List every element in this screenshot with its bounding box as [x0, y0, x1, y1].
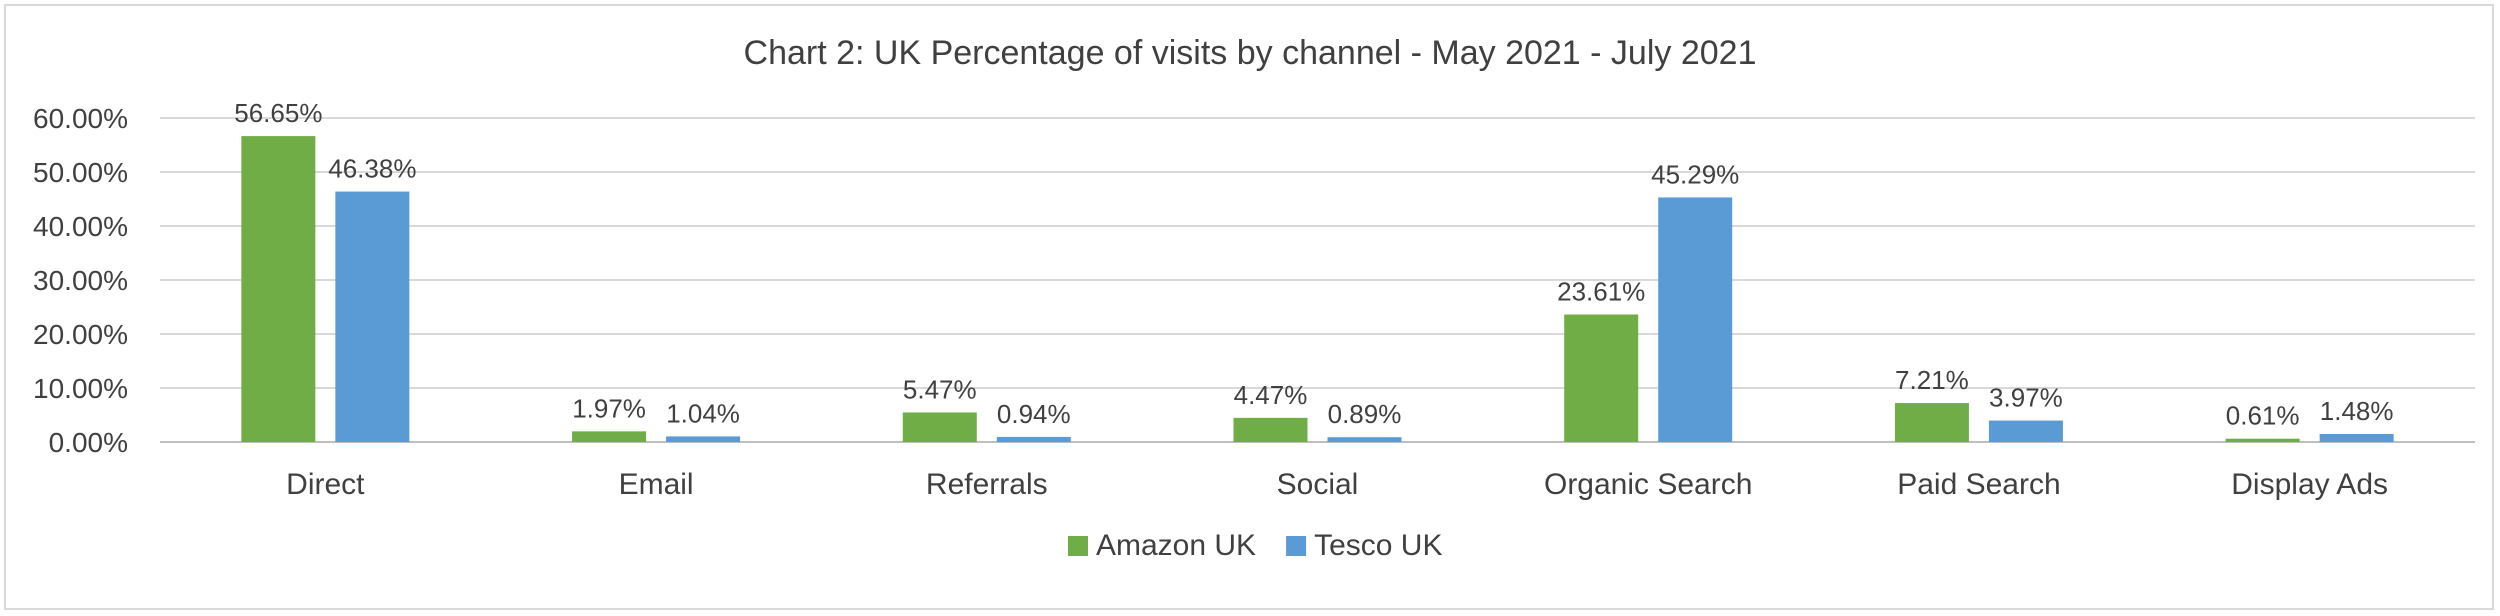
data-label: 4.47% — [1234, 380, 1308, 410]
bars — [241, 136, 2394, 442]
bar-series-2 — [1658, 197, 1733, 442]
bar-series-1 — [1564, 314, 1639, 442]
y-tick-label: 0.00% — [49, 427, 128, 458]
bar-series-1 — [572, 431, 647, 442]
y-tick-label: 50.00% — [33, 157, 128, 188]
data-label: 1.04% — [666, 398, 740, 428]
x-category-label: Social — [1277, 468, 1359, 501]
x-category-label: Email — [619, 468, 694, 501]
y-axis-ticks: 0.00% 10.00% 20.00% 30.00% 40.00% 50.00% 60.00… — [33, 103, 128, 458]
bar-series-2 — [996, 436, 1071, 442]
bar-series-2 — [2319, 434, 2394, 442]
data-label: 1.97% — [572, 393, 646, 423]
data-label: 5.47% — [903, 374, 977, 404]
data-label: 3.97% — [1989, 383, 2063, 413]
y-tick-label: 30.00% — [33, 265, 128, 296]
data-label: 56.65% — [234, 98, 322, 128]
gridlines — [160, 117, 2475, 443]
data-label: 23.61% — [1557, 277, 1645, 307]
bar-series-1 — [1894, 403, 1969, 442]
bar-series-1 — [241, 136, 316, 442]
legend-swatch — [1068, 536, 1088, 556]
x-category-label: Display Ads — [2231, 468, 2388, 501]
legend-label: Amazon UK — [1096, 529, 1256, 562]
legend-label: Tesco UK — [1314, 529, 1442, 562]
bar-series-2 — [1988, 420, 2063, 442]
bar-series-2 — [1327, 437, 1402, 442]
bar-series-1 — [1233, 417, 1308, 442]
y-tick-label: 20.00% — [33, 319, 128, 350]
data-label: 0.89% — [1328, 399, 1402, 429]
x-category-label: Paid Search — [1897, 468, 2060, 501]
y-tick-label: 40.00% — [33, 211, 128, 242]
data-label: 46.38% — [328, 154, 416, 184]
bar-series-1 — [902, 412, 977, 442]
chart-frame — [4, 4, 2494, 610]
data-label: 45.29% — [1651, 159, 1739, 189]
legend-swatch — [1286, 536, 1307, 556]
bar-series-1 — [2225, 438, 2300, 442]
x-category-label: Organic Search — [1544, 468, 1752, 501]
bar-series-2 — [666, 436, 741, 442]
data-labels: 56.65%46.38% 1.97% 1.04% 5.47% 0.94% 4.47% 0.8… — [234, 98, 2393, 431]
x-category-label: Referrals — [926, 468, 1048, 501]
chart-title: Chart 2: UK Percentage of visits by chan… — [744, 34, 1757, 72]
y-tick-label: 60.00% — [33, 103, 128, 134]
data-label: 0.61% — [2226, 401, 2300, 431]
y-tick-label: 10.00% — [33, 373, 128, 404]
x-category-label: Direct — [286, 468, 365, 501]
legend: Amazon UK Tesco UK — [1068, 529, 1442, 562]
data-label: 1.48% — [2320, 396, 2394, 426]
data-label: 7.21% — [1895, 365, 1969, 395]
data-label: 0.94% — [997, 399, 1071, 429]
x-axis-categories: Direct Email Referrals Social Organic Search… — [286, 468, 2388, 501]
bar-series-2 — [335, 191, 410, 442]
